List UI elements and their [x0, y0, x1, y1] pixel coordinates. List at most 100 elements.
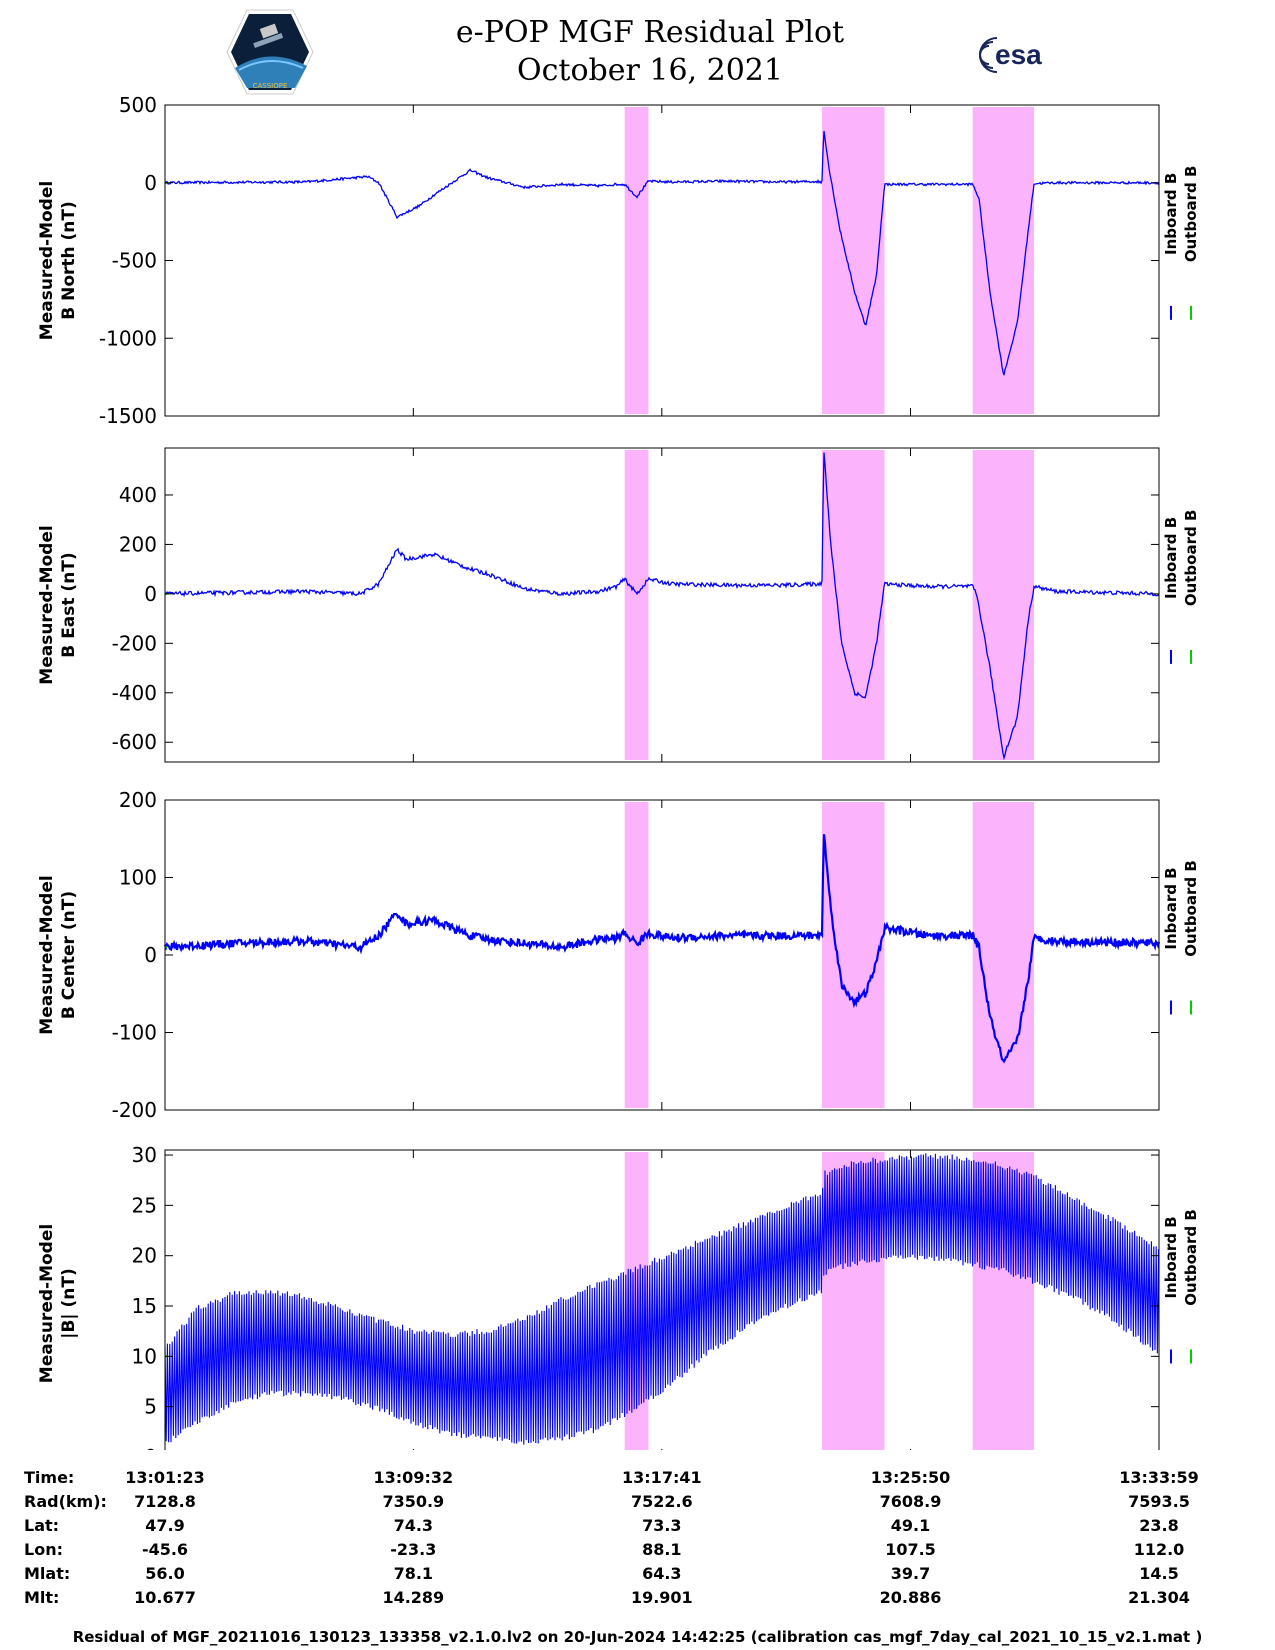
highlight-span-1	[624, 107, 649, 414]
legend-label-outboard: Outboard B	[1182, 860, 1200, 957]
ephemeris-value: 78.1	[393, 1564, 434, 1583]
y-tick-label: 20	[132, 1244, 157, 1268]
title-line-1: e-POP MGF Residual Plot	[455, 15, 845, 50]
y-tick-label: -200	[112, 631, 157, 655]
ephemeris-value: 7522.6	[630, 1492, 693, 1511]
ephemeris-value: 20.886	[879, 1588, 942, 1607]
ephemeris-value: 14.5	[1139, 1564, 1179, 1583]
ephemeris-value: -23.3	[390, 1540, 437, 1559]
y-axis-label: Measured-Model B East (nT)	[37, 525, 79, 684]
panel-3: 200 100 0 -100 -200 Measured-Model B Center (n…	[37, 788, 1200, 1122]
highlight-span-2	[821, 107, 885, 414]
footer-note: Residual of MGF_20211016_130123_133358_v…	[72, 1628, 1203, 1646]
ephemeris-value: 49.1	[890, 1516, 931, 1535]
y-axis-label-line: Measured-Model	[37, 525, 57, 684]
ephemeris-row-label: Rad(km):	[24, 1492, 107, 1511]
y-axis-label: Measured-Model |B| (nT)	[37, 1224, 79, 1383]
y-axis-label-line: Measured-Model	[37, 875, 57, 1034]
ephemeris-row-label: Time:	[24, 1468, 75, 1487]
ephemeris-value: -45.6	[141, 1540, 189, 1559]
series-inboard	[164, 130, 1160, 376]
legend-label-outboard: Outboard B	[1182, 510, 1200, 607]
ephemeris-value: 47.9	[145, 1516, 185, 1535]
ephemeris-value: 19.901	[630, 1588, 693, 1607]
y-tick-label: 25	[132, 1193, 157, 1217]
series-inboard	[163, 834, 1161, 1064]
ephemeris-value: 88.1	[642, 1540, 682, 1559]
y-tick-label: 10	[132, 1344, 157, 1368]
ephemeris-value: 112.0	[1133, 1540, 1185, 1559]
ephemeris-value: 73.3	[642, 1516, 682, 1535]
highlight-span-1	[624, 1152, 649, 1450]
y-tick-label: -100	[112, 1021, 157, 1045]
ephemeris-value: 107.5	[885, 1540, 936, 1559]
y-axis-label: Measured-Model B North (nT)	[37, 181, 79, 340]
highlight-span-2	[821, 450, 885, 760]
y-tick-label: -1000	[99, 326, 157, 350]
ephemeris-row-label: Mlat:	[24, 1564, 71, 1583]
ephemeris-value: 56.0	[145, 1564, 185, 1583]
series-inboard	[164, 452, 1160, 761]
panel-4: 30 25 20 15 10 5 0 Measured-Model|B| (nT) Inboar…	[37, 1143, 1200, 1450]
legend-label-outboard: Outboard B	[1182, 1209, 1200, 1306]
legend-label-inboard: Inboard B	[1162, 517, 1180, 599]
y-tick-label: 30	[132, 1143, 157, 1167]
y-tick-label: -600	[112, 730, 157, 754]
highlight-span-3	[972, 802, 1035, 1108]
chart-title: e-POP MGF Residual Plot October 16, 2021	[300, 14, 1000, 90]
y-axis-label-line: Measured-Model	[37, 181, 57, 340]
ephemeris-value: 7608.9	[879, 1492, 942, 1511]
ephemeris-value: 13:09:32	[373, 1468, 454, 1487]
y-tick-label: -200	[112, 1098, 157, 1122]
panel-1: 500 0 -500 -1000 -1500 Measured-Model B North …	[37, 93, 1200, 428]
ephemeris-value: 64.3	[642, 1564, 682, 1583]
y-axis-label-line: B North (nT)	[59, 201, 79, 320]
cassiope-logo: CASSIOPE	[226, 9, 314, 95]
y-tick-label: -400	[112, 681, 157, 705]
y-tick-label: 100	[119, 866, 157, 890]
y-tick-label: -1500	[99, 404, 157, 428]
highlight-span-3	[972, 107, 1035, 414]
y-tick-label: 200	[119, 788, 157, 812]
y-axis-label-line: Measured-Model	[37, 1224, 57, 1383]
highlight-span-1	[624, 450, 649, 760]
highlight-span-2	[821, 802, 885, 1108]
highlight-span-1	[624, 802, 649, 1108]
ephemeris-value: 13:01:23	[125, 1468, 205, 1487]
y-tick-label: 0	[144, 943, 157, 967]
series-inboard	[164, 1153, 1160, 1445]
ephemeris-value: 7128.8	[134, 1492, 196, 1511]
legend-label-inboard: Inboard B	[1162, 173, 1180, 255]
panel-2: 400 200 0 -200 -400 -600 Measured-Model B East …	[37, 447, 1200, 763]
ephemeris-value: 7350.9	[382, 1492, 445, 1511]
y-tick-label: 0	[144, 171, 157, 195]
y-tick-label: 200	[119, 532, 157, 556]
y-axis-label: Measured-Model B Center (nT)	[37, 875, 79, 1034]
y-tick-label: -500	[112, 249, 157, 273]
ephemeris-value: 10.677	[134, 1588, 196, 1607]
ephemeris-value: 23.8	[1139, 1516, 1179, 1535]
ephemeris-value: 21.304	[1128, 1588, 1190, 1607]
y-tick-label: 0	[144, 1445, 157, 1450]
esa-logo-text: esa	[995, 39, 1042, 70]
y-tick-label: 400	[119, 483, 157, 507]
legend: Inboard B Outboard B	[1162, 1209, 1200, 1364]
ephemeris-value: 13:17:41	[622, 1468, 702, 1487]
ephemeris-value: 7593.5	[1128, 1492, 1190, 1511]
ephemeris-row-label: Lon:	[24, 1540, 63, 1559]
legend-label-inboard: Inboard B	[1162, 1216, 1180, 1298]
legend-label-outboard: Outboard B	[1182, 166, 1200, 263]
y-tick-label: 500	[119, 93, 157, 117]
ephemeris-row-label: Lat:	[24, 1516, 60, 1535]
y-axis-label-line: B Center (nT)	[59, 891, 79, 1019]
y-tick-label: 5	[144, 1395, 157, 1419]
ephemeris-value: 13:33:59	[1119, 1468, 1199, 1487]
ephemeris-row-label: Mlt:	[24, 1588, 60, 1607]
ephemeris-value: 74.3	[393, 1516, 434, 1535]
legend: Inboard B Outboard B	[1162, 166, 1200, 320]
y-axis-label-line: B East (nT)	[59, 552, 79, 657]
legend: Inboard B Outboard B	[1162, 860, 1200, 1015]
title-line-2: October 16, 2021	[517, 53, 783, 88]
y-tick-label: 0	[144, 582, 157, 606]
